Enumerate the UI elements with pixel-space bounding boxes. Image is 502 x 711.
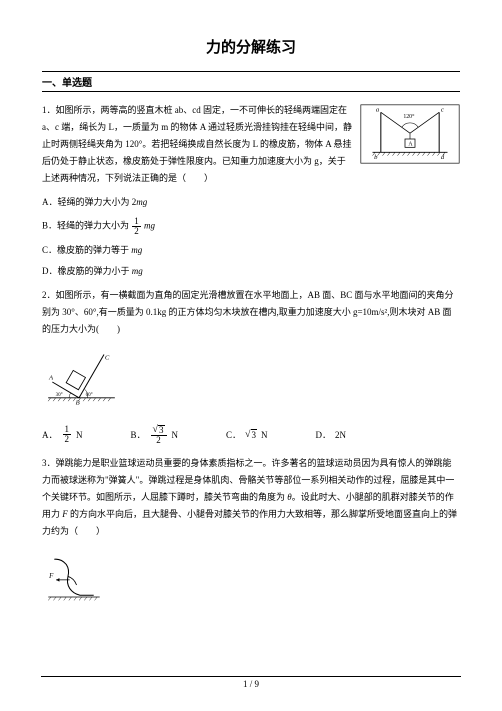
figure-1: A 120° a c b d	[360, 104, 460, 164]
q2-option-c: C．√3N	[226, 425, 268, 445]
svg-text:d: d	[441, 154, 445, 161]
figure-2: A B C 30° 60°	[44, 352, 119, 407]
fraction-icon: 12	[132, 217, 141, 236]
q2-options: A．12N B．√32N C．√3N D．2N	[42, 425, 460, 445]
question-2: 2．如图所示，有一横截面为直角的固定光滑槽放置在水平地面上，AB 面、BC 面与…	[42, 287, 460, 338]
svg-text:c: c	[441, 107, 444, 114]
svg-text:a: a	[376, 107, 380, 114]
q1-option-b: B．轻绳的弹力大小为 12 mg	[42, 217, 460, 236]
q2-option-a: A．12N	[42, 425, 83, 445]
svg-text:120°: 120°	[403, 113, 415, 120]
svg-text:b: b	[374, 154, 378, 161]
q1-options: A．轻绳的弹力大小为 2mg B．轻绳的弹力大小为 12 mg C．橡皮筋的弹力…	[42, 195, 460, 278]
svg-text:30°: 30°	[56, 393, 63, 398]
q2-option-b: B．√32N	[131, 425, 179, 445]
q2-option-d: D．2N	[316, 425, 347, 445]
svg-text:B: B	[76, 399, 80, 406]
question-1: A 120° a c b d 1．如图所示，两等高的竖直木桩 ab、cd 固定，…	[42, 102, 460, 187]
section-heading: 一、单选题	[42, 71, 460, 92]
q3-text-3: 的方向水平向后，且大腿骨、小腿骨对膝关节的作用力大致相等，那么脚掌所受地面竖直向…	[42, 509, 457, 536]
svg-text:60°: 60°	[86, 393, 93, 398]
svg-text:F: F	[48, 574, 54, 581]
page-title: 力的分解练习	[42, 36, 460, 57]
q1-option-c: C．橡皮筋的弹力等于 mg	[42, 243, 460, 257]
q1-option-d: D．橡皮筋的弹力小于 mg	[42, 264, 460, 278]
q1-text: 1．如图所示，两等高的竖直木桩 ab、cd 固定，一不可伸长的轻绳两端固定在 a…	[42, 105, 352, 183]
svg-text:A: A	[408, 142, 413, 148]
page-number: 1 / 9	[41, 676, 461, 689]
question-3: 3．弹跳能力是职业篮球运动员重要的身体素质指标之一。许多著名的篮球运动员因为具有…	[42, 455, 460, 540]
figure-3: F	[44, 554, 104, 604]
svg-text:A: A	[48, 374, 54, 381]
q2-text: 2．如图所示，有一横截面为直角的固定光滑槽放置在水平地面上，AB 面、BC 面与…	[42, 290, 454, 334]
svg-text:C: C	[105, 354, 110, 361]
q1-option-a: A．轻绳的弹力大小为 2mg	[42, 195, 460, 209]
